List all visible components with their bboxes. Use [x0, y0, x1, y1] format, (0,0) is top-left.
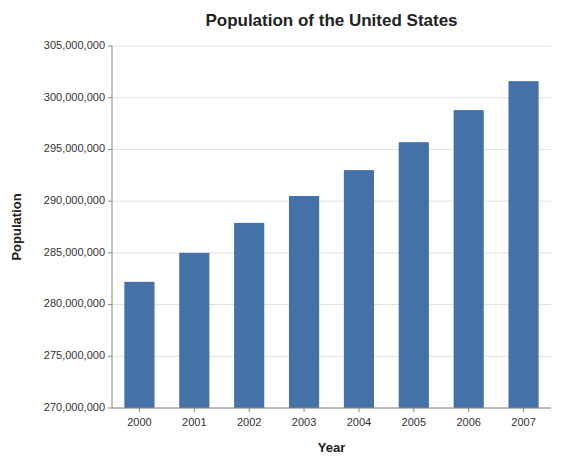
- y-tick-label: 270,000,000: [44, 401, 105, 413]
- bar: [508, 81, 538, 408]
- x-axis-label: Year: [318, 440, 345, 455]
- x-tick-label: 2003: [292, 416, 316, 428]
- grid-line: [112, 46, 551, 47]
- bar: [179, 253, 209, 408]
- bar: [344, 170, 374, 408]
- x-tick: [139, 408, 140, 412]
- y-tick-label: 290,000,000: [44, 194, 105, 206]
- y-tick: [108, 97, 112, 98]
- y-tick: [108, 252, 112, 253]
- bar: [124, 282, 154, 408]
- y-axis-label: Population: [9, 193, 24, 260]
- bar: [454, 110, 484, 408]
- x-tick-label: 2004: [347, 416, 371, 428]
- x-tick: [413, 408, 414, 412]
- y-tick: [108, 356, 112, 357]
- y-tick-label: 305,000,000: [44, 39, 105, 51]
- x-tick: [358, 408, 359, 412]
- grid-line: [112, 252, 551, 253]
- title: Population of the United States: [205, 11, 457, 30]
- y-tick-label: 275,000,000: [44, 349, 105, 361]
- x-tick-label: 2002: [237, 416, 261, 428]
- grid: [112, 46, 551, 408]
- chart-svg: 270,000,000 275,000,000 280,000,000 285,000…: [0, 0, 571, 466]
- y-tick: [108, 46, 112, 47]
- y-tick-label: 300,000,000: [44, 91, 105, 103]
- y-tick-label: 285,000,000: [44, 246, 105, 258]
- y-axis-line: [112, 46, 113, 408]
- y-tick-label: 295,000,000: [44, 142, 105, 154]
- y-tick: [108, 304, 112, 305]
- grid-line: [112, 97, 551, 98]
- y-tick-label: 280,000,000: [44, 297, 105, 309]
- grid-line: [112, 408, 551, 409]
- bar: [289, 196, 319, 408]
- x-tick-label: 2005: [402, 416, 426, 428]
- x-tick-label: 2006: [456, 416, 480, 428]
- y-tick: [108, 408, 112, 409]
- x-axis: 2000 2001 2002 2003 2004 2005 2006 2007: [127, 408, 536, 428]
- x-tick: [194, 408, 195, 412]
- grid-line: [112, 304, 551, 305]
- x-tick: [249, 408, 250, 412]
- x-tick: [304, 408, 305, 412]
- x-tick-label: 2007: [511, 416, 535, 428]
- y-tick: [108, 149, 112, 150]
- y-axis: 270,000,000 275,000,000 280,000,000 285,000…: [44, 39, 112, 413]
- chart-container: 270,000,000 275,000,000 280,000,000 285,000…: [0, 0, 571, 466]
- bar: [234, 223, 264, 408]
- grid-line: [112, 356, 551, 357]
- x-axis-line: [112, 408, 551, 409]
- bars: [124, 81, 538, 408]
- grid-line: [112, 149, 551, 150]
- x-tick-label: 2001: [182, 416, 206, 428]
- x-tick-label: 2000: [127, 416, 151, 428]
- grid-line: [112, 201, 551, 202]
- bar: [399, 142, 429, 408]
- y-tick: [108, 201, 112, 202]
- x-tick: [523, 408, 524, 412]
- x-tick: [468, 408, 469, 412]
